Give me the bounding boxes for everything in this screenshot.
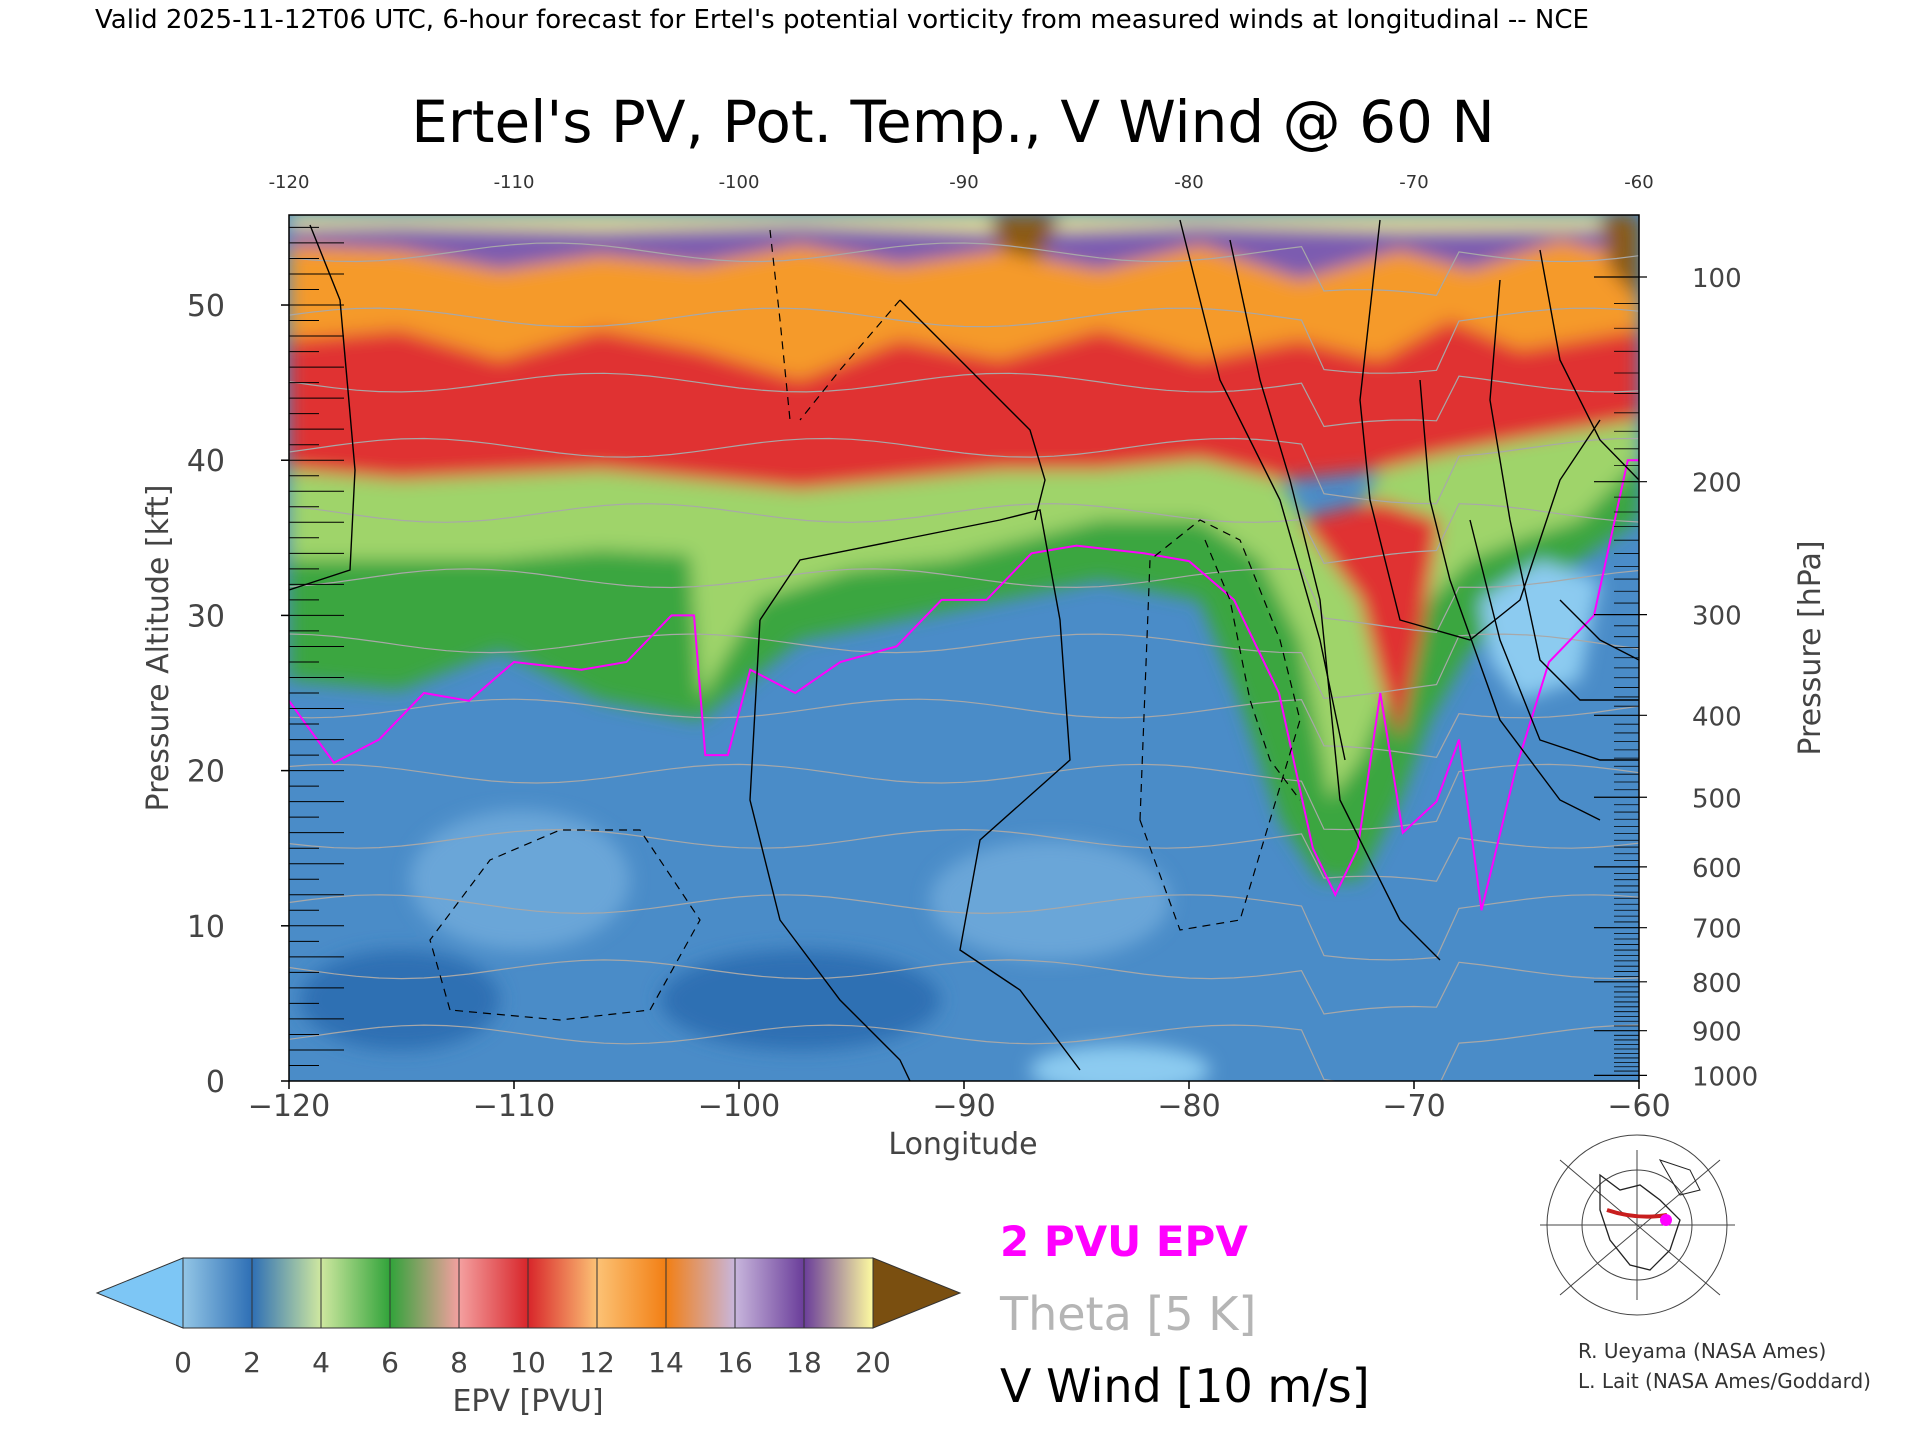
colorbar-under-arrow (95, 1257, 184, 1329)
credit-1: R. Ueyama (NASA Ames) (1578, 1339, 1826, 1363)
pressure-tick-label: 200 (1692, 469, 1742, 499)
legend-theta: Theta [5 K] (999, 1287, 1256, 1341)
colorbar-tick-label: 14 (648, 1346, 684, 1379)
theta-contours (289, 242, 1639, 1081)
y-axis-title-left: Pressure Altitude [kft] (141, 485, 176, 812)
colorbar-box (389, 1257, 460, 1329)
top-tick-label: -80 (1174, 172, 1203, 193)
theta-contour (289, 959, 1639, 1015)
y-tick-label: 50 (187, 289, 225, 324)
pressure-tick-label: 400 (1692, 702, 1742, 732)
y-tick-label: 30 (187, 599, 225, 634)
colorbar-box (320, 1257, 391, 1329)
top-tick-label: -100 (719, 172, 760, 193)
theta-contour (289, 633, 1639, 700)
colorbar-label: EPV [PVU] (452, 1384, 603, 1419)
x-tick-label: −110 (473, 1089, 555, 1124)
colorbar-tick-label: 2 (243, 1346, 261, 1379)
pressure-tick-label: 500 (1692, 784, 1742, 814)
legend-2pvu: 2 PVU EPV (1000, 1217, 1248, 1266)
pressure-tick-label: 300 (1692, 602, 1742, 632)
colorbar-tick-label: 12 (579, 1346, 615, 1379)
legend: 2 PVU EPV Theta [5 K] V Wind [10 m/s] (999, 1217, 1370, 1413)
inset-location-marker (1660, 1214, 1672, 1226)
colorbar-tick-label: 8 (450, 1346, 468, 1379)
colorbar-tick-label: 10 (510, 1346, 546, 1379)
tropopause-2pvu-contour (289, 459, 1639, 911)
x-tick-label: −80 (1157, 1089, 1220, 1124)
y-axis-title-right: Pressure [hPa] (1793, 540, 1828, 755)
x-tick-label: −60 (1607, 1089, 1670, 1124)
top-tick-label: -60 (1624, 172, 1653, 193)
top-tick-label: -120 (269, 172, 310, 193)
top-tick-label: -90 (949, 172, 978, 193)
colorbar-box (803, 1257, 874, 1329)
x-tick-label: −100 (698, 1089, 780, 1124)
y-tick-label: 40 (187, 444, 225, 479)
pressure-tick-label: 900 (1692, 1018, 1742, 1048)
y-tick-label: 10 (187, 910, 225, 945)
inset-map (1538, 1134, 1735, 1316)
colorbar-tick-label: 16 (717, 1346, 753, 1379)
colorbar-over-arrow (872, 1257, 962, 1329)
top-longitude-axis: -120 -110 -100 -90 -80 -70 -60 (269, 172, 1654, 193)
colorbar-box (458, 1257, 529, 1329)
valid-time-header: Valid 2025-11-12T06 UTC, 6-hour forecast… (95, 5, 1589, 35)
theta-contour (289, 828, 1639, 882)
pressure-tick-label: 800 (1692, 969, 1742, 999)
y-axis-pressure: 100 200 300 400 500 600 700 800 900 1000 (1594, 264, 1758, 1092)
colorbar-box (251, 1257, 322, 1329)
pressure-tick-label: 700 (1692, 915, 1742, 945)
theta-contour (289, 698, 1639, 758)
colorbar-tick-label: 0 (174, 1346, 192, 1379)
y-tick-label: 0 (206, 1065, 225, 1100)
colorbar-tick-label: 4 (312, 1346, 330, 1379)
colorbar-tick-label: 20 (855, 1346, 891, 1379)
colorbar-box (734, 1257, 805, 1329)
colorbar-box (527, 1257, 598, 1329)
vwind-negative-contours (429, 229, 1301, 1021)
theta-contour (289, 763, 1639, 831)
chart-title: Ertel's PV, Pot. Temp., V Wind @ 60 N (411, 88, 1494, 156)
x-tick-label: −90 (932, 1089, 995, 1124)
vwind-contours (289, 219, 1639, 1081)
colorbar-box (665, 1257, 736, 1329)
colorbar-tick-label: 6 (381, 1346, 399, 1379)
x-axis-title: Longitude (888, 1127, 1037, 1162)
pressure-tick-label: 1000 (1692, 1062, 1758, 1092)
epv-field (289, 215, 1639, 1081)
x-axis: −120 −110 −100 −90 −80 −70 −60 (248, 1081, 1671, 1124)
top-tick-label: -70 (1399, 172, 1428, 193)
pressure-tick-label: 600 (1692, 854, 1742, 884)
theta-contour (289, 503, 1639, 565)
colorbar-box (182, 1257, 253, 1329)
colorbar: 0 2 4 6 8 10 12 14 16 18 20 EPV [PVU] (95, 1257, 962, 1419)
colorbar-box (596, 1257, 667, 1329)
x-tick-label: −70 (1382, 1089, 1445, 1124)
theta-contour (289, 894, 1639, 961)
credit-2: L. Lait (NASA Ames/Goddard) (1578, 1369, 1871, 1393)
colorbar-tick-label: 18 (786, 1346, 822, 1379)
legend-vwind: V Wind [10 m/s] (1000, 1359, 1370, 1413)
x-tick-label: −120 (248, 1089, 330, 1124)
y-tick-label: 20 (187, 755, 225, 790)
theta-contour (289, 307, 1639, 374)
top-tick-label: -110 (494, 172, 535, 193)
pressure-tick-label: 100 (1692, 264, 1742, 294)
theta-contour (289, 568, 1639, 634)
theta-contour (289, 437, 1639, 505)
theta-contour (289, 242, 1639, 296)
theta-contour (289, 372, 1639, 428)
y-axis-kft: 0 10 20 30 40 50 (187, 226, 344, 1100)
theta-contour (289, 1024, 1639, 1081)
